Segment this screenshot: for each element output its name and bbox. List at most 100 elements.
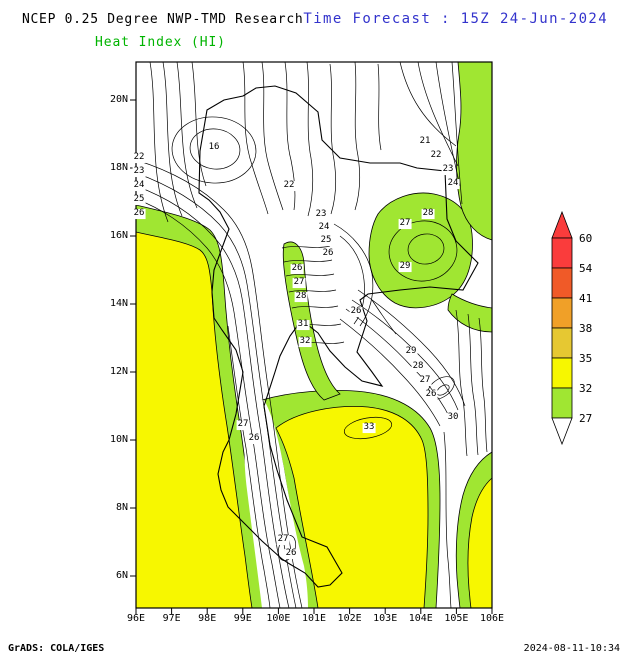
contour-loop [407,233,445,265]
y-axis-tick-label: 14N [109,298,128,309]
northeast-green-tongue [447,293,492,333]
contour-line [281,245,331,249]
contour-line [261,62,284,211]
colorbar-segment [551,267,573,299]
y-axis-tick-label: 10N [109,434,128,445]
forecast-time: Time Forecast : 15Z 24-Jun-2024 [303,11,609,27]
colorbar-label: 54 [579,262,593,275]
title-line: NCEP 0.25 Degree NWP-TMD ResearchTime Fo… [22,8,608,27]
contour-line [417,62,459,167]
x-axis-tick-label: 103E [373,613,398,624]
contour-line [191,62,207,187]
contour-line [333,223,374,327]
contour-line [242,62,269,215]
contour-loop [388,220,458,282]
contour-line [283,259,333,263]
contour-line [377,63,382,151]
contour-label: 23 [441,164,455,175]
colorbar-label: 60 [579,232,593,245]
contour-label: 24 [446,178,460,189]
contour-line [284,62,296,211]
contour-line [451,62,463,205]
contour-line [285,273,335,277]
contour-label: 27 [236,419,250,430]
contour-label: 26 [132,208,146,219]
contour-line [176,62,198,209]
model-title: NCEP 0.25 Degree NWP-TMD Research [22,12,304,27]
contour-label: 31 [296,319,310,330]
contour-line [149,62,169,223]
contour-line [306,62,314,217]
contour-label: 24 [132,180,146,191]
contour-line [339,318,441,427]
contour-line [246,283,297,608]
x-axis-tick-label: 96E [126,613,146,624]
contour-lines [136,62,488,608]
x-axis-tick-label: 97E [162,613,181,624]
colorbar-segment [551,387,573,419]
contour-label: 33 [362,422,376,433]
y-axis-tick-label: 18N [109,162,128,173]
contour-loop [343,416,393,440]
contour-label: 26 [349,306,363,317]
y-axis-tick-label: 12N [109,366,128,377]
contour-label: 21 [418,136,432,147]
colorbar-segment [551,297,573,329]
y-axis-tick-label: 20N [109,94,128,105]
x-axis-tick-label: 98E [198,613,217,624]
contour-label: 22 [429,150,443,161]
colorbar [551,210,573,446]
contour-label: 26 [321,248,335,259]
colorbar-label: 32 [579,382,593,395]
colorbar-label: 41 [579,292,593,305]
contour-label: 16 [207,142,221,153]
contour-label: 23 [132,166,146,177]
contour-label: 22 [132,152,146,163]
contour-label: 30 [446,412,460,423]
contour-label: 28 [294,291,308,302]
contour-line [227,325,271,608]
contour-label: 24 [317,222,331,233]
contour-label: 27 [292,277,306,288]
x-axis-tick-label: 106E [479,613,505,624]
contour-line [291,305,339,309]
colorbar-segment [551,357,573,389]
colorbar-label: 35 [579,352,593,365]
footer-timestamp: 2024-08-11-10:34 [523,643,620,654]
contour-line [136,159,253,269]
contour-label: 27 [418,375,432,386]
contour-label: 29 [398,261,412,272]
contour-line [233,311,281,608]
axis-ticks [130,99,493,614]
contour-line [455,309,468,457]
thailand-border [198,85,479,588]
topright-green-band [456,62,492,241]
contour-label: 27 [276,534,290,545]
field-title: Heat Index (HI) [95,35,226,50]
contour-loop [189,128,241,170]
x-axis-tick-label: 102E [337,613,362,624]
colorbar-top-arrow [551,210,573,239]
x-axis-tick-label: 100E [266,613,291,624]
bottomright-yellow-region [467,477,492,608]
contour-label: 32 [298,336,312,347]
contour-label: 27 [398,218,412,229]
footer-generator: GrADS: COLA/IGES [8,643,105,654]
x-axis-tick-label: 105E [444,613,469,624]
colorbar-label: 27 [579,412,593,425]
contour-label: 26 [424,389,438,400]
contour-label: 22 [282,180,296,191]
colorbar-segment [551,327,573,359]
contour-line [351,299,459,411]
gulf-yellow-region [275,406,429,608]
x-axis-tick-label: 99E [233,613,252,624]
contour-label: 23 [314,209,328,220]
contour-line [354,62,361,211]
contour-label: 25 [132,194,146,205]
contour-line [371,299,397,335]
contour-line [288,289,337,293]
contour-line [357,289,466,407]
contour-label: 28 [411,361,425,372]
contour-line [136,198,235,313]
